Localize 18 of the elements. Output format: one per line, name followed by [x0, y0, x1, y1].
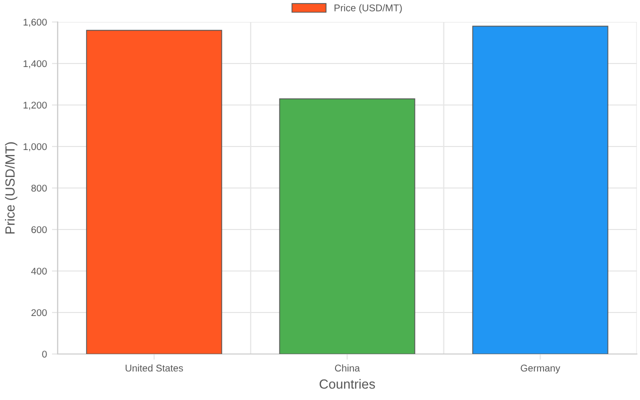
- legend-label: Price (USD/MT): [334, 4, 402, 14]
- x-tick-label: Germany: [520, 364, 560, 374]
- y-tick-label: 200: [31, 309, 47, 316]
- y-axis-title: Price (USD/MT): [5, 142, 18, 234]
- y-tick-label: 1,600: [24, 18, 47, 27]
- y-tick-label: 1,000: [24, 143, 47, 152]
- y-tick-label: 1,400: [24, 60, 47, 68]
- y-tick-label: 1,200: [24, 102, 47, 110]
- y-tick-label: 600: [31, 226, 47, 234]
- x-axis-title: Countries: [320, 379, 375, 389]
- bar: [86, 30, 222, 354]
- x-tick-label: United States: [126, 364, 183, 372]
- y-tick-label: 400: [31, 268, 47, 275]
- x-tick-label: China: [334, 364, 360, 372]
- y-tick-label: 0: [42, 350, 47, 358]
- bar: [279, 98, 416, 354]
- bar: [472, 26, 608, 354]
- y-tick-label: 800: [31, 184, 47, 192]
